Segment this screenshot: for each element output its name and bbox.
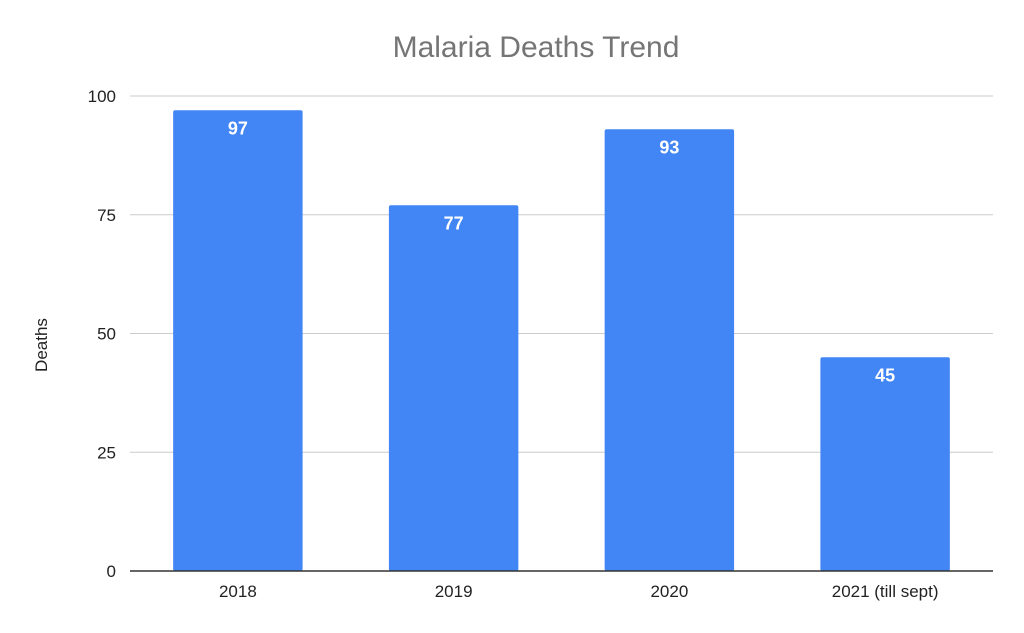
bar	[820, 357, 950, 571]
bar-value-label: 77	[444, 213, 464, 233]
y-tick-label: 25	[97, 443, 116, 462]
chart-title: Malaria Deaths Trend	[393, 31, 680, 64]
x-tick-label: 2021 (till sept)	[832, 582, 939, 601]
x-tick-label: 2018	[219, 582, 257, 601]
bar-value-label: 93	[659, 137, 679, 157]
y-axis-label: Deaths	[32, 318, 51, 372]
bar-value-label: 97	[228, 118, 248, 138]
x-axis-ticks: 2018 2019 2020 2021 (till sept)	[219, 582, 939, 601]
bar	[173, 110, 303, 571]
y-tick-label: 100	[88, 87, 116, 106]
x-tick-label: 2020	[650, 582, 688, 601]
y-axis-ticks: 0 25 50 75 100	[88, 87, 116, 581]
x-tick-label: 2019	[435, 582, 473, 601]
bars: 97 77 93 45	[173, 110, 950, 571]
bar	[604, 129, 735, 571]
y-tick-label: 0	[107, 562, 116, 581]
bar-value-label: 45	[875, 365, 895, 385]
y-tick-label: 75	[97, 206, 116, 225]
y-tick-label: 50	[97, 325, 116, 344]
bar	[388, 205, 519, 571]
